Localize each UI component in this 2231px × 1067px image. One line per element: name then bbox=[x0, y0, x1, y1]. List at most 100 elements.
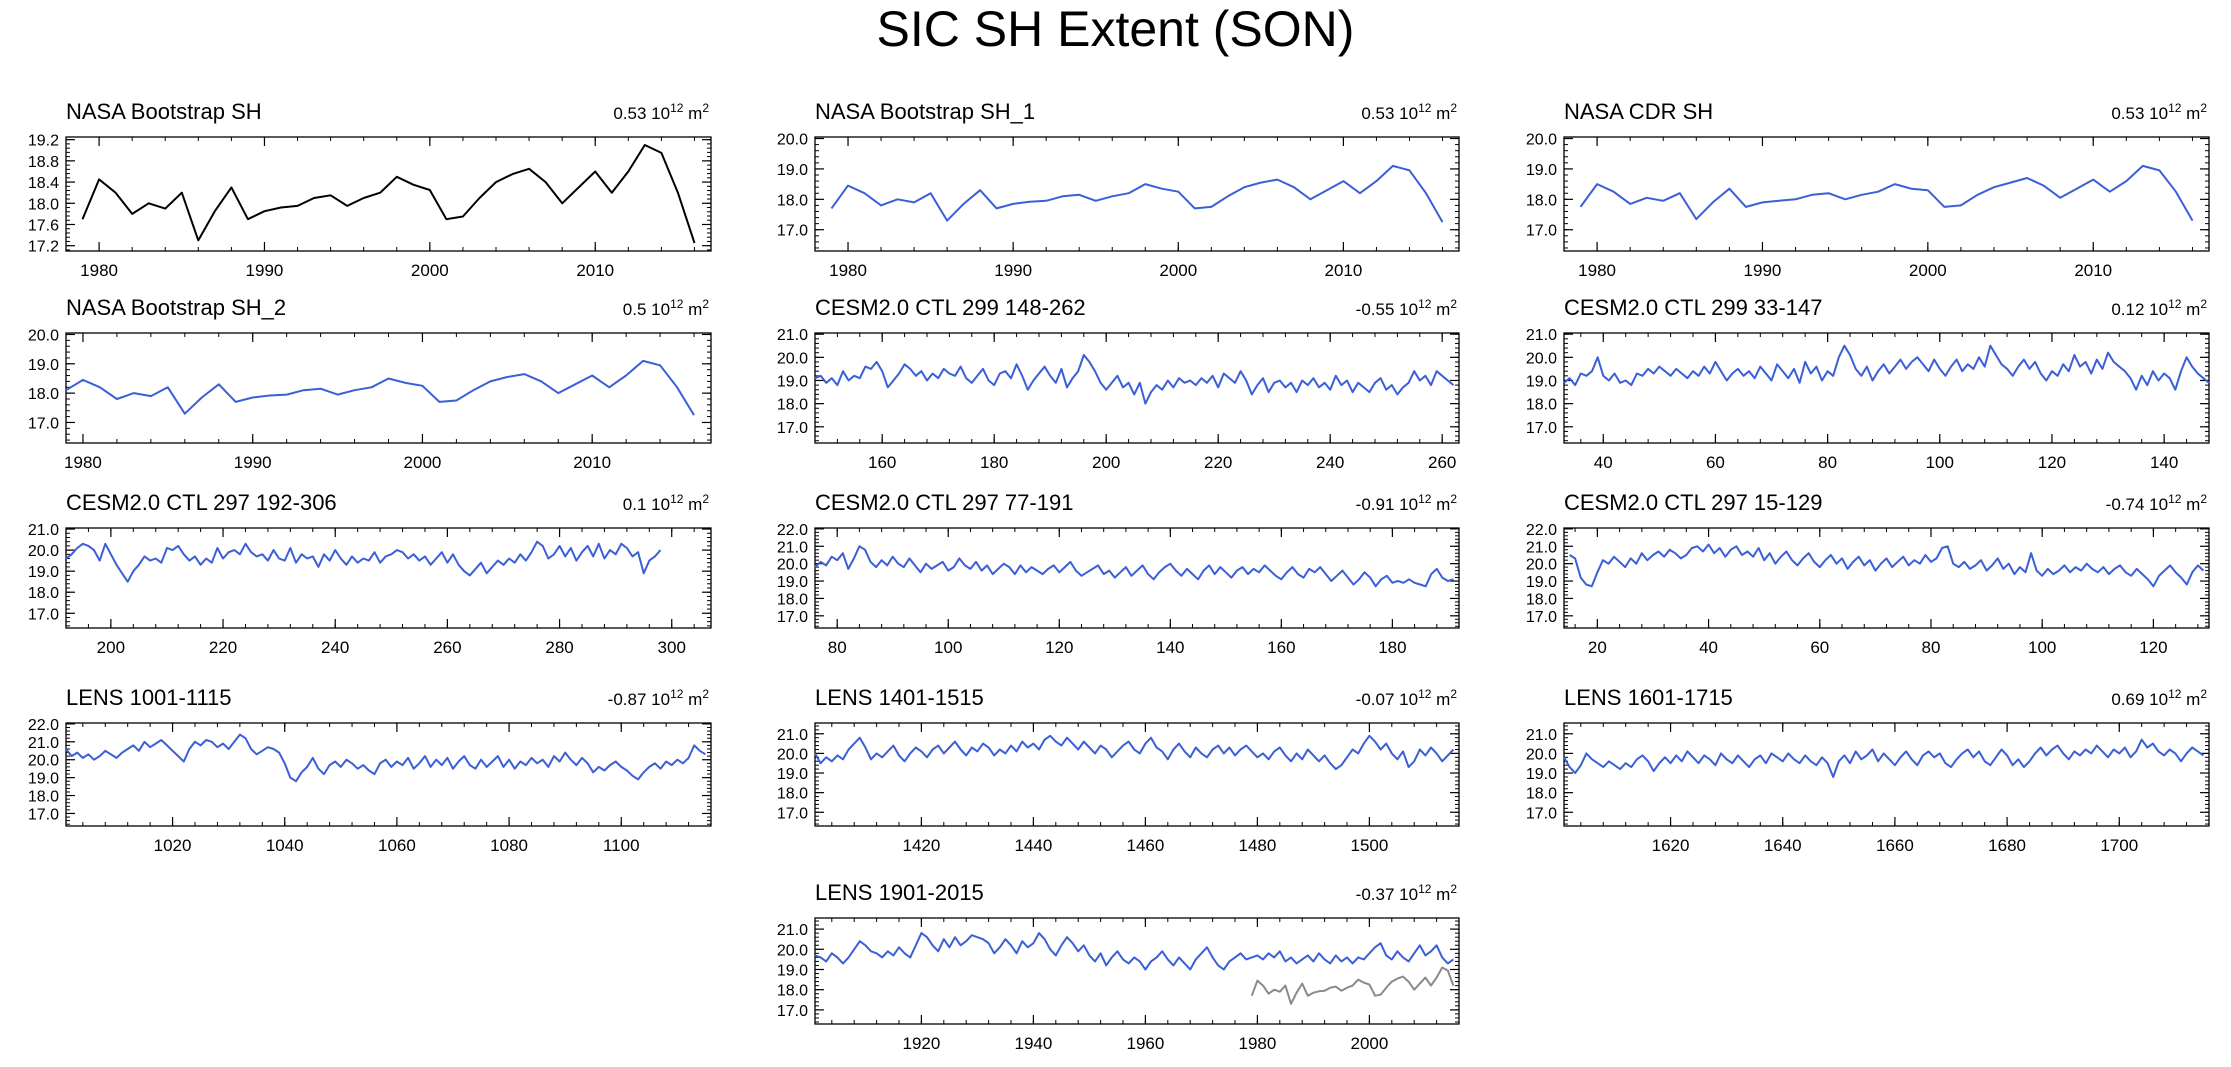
series-line-1 bbox=[65, 733, 706, 783]
x-tick-label: 1440 bbox=[1014, 836, 1052, 855]
y-tick-label: 19.2 bbox=[28, 133, 59, 150]
x-tick-label: 160 bbox=[868, 453, 896, 472]
plot-frame bbox=[814, 527, 1460, 629]
y-tick-label: 17.2 bbox=[28, 239, 59, 256]
panel-1: NASA Bootstrap SH 0.53 1012 m2 17.2 17.6 18.… bbox=[28, 99, 712, 280]
y-tick-label: 20.0 bbox=[1526, 746, 1557, 763]
plot-frame bbox=[814, 332, 1460, 444]
y-tick-label: 20.0 bbox=[1526, 350, 1557, 367]
x-tick-label: 280 bbox=[545, 638, 573, 657]
y-tick-label: 19.0 bbox=[777, 574, 808, 591]
x-tick-label: 100 bbox=[2028, 638, 2056, 657]
panel-6: CESM2.0 CTL 299 33-147 0.12 1012 m2 17.0 18… bbox=[1526, 295, 2210, 472]
x-tick-label: 1460 bbox=[1126, 836, 1164, 855]
y-tick-label: 17.0 bbox=[777, 420, 808, 437]
panel-title: NASA Bootstrap SH bbox=[66, 99, 262, 124]
y-tick-label: 17.0 bbox=[1526, 223, 1557, 240]
trend-label: -0.55 1012 m2 bbox=[1356, 297, 1458, 319]
series-line-1 bbox=[1563, 738, 2204, 778]
y-tick-label: 20.0 bbox=[1526, 557, 1557, 574]
y-tick-label: 17.0 bbox=[1526, 609, 1557, 626]
panel-8: CESM2.0 CTL 297 77-191 -0.91 1012 m217.01… bbox=[777, 490, 1460, 657]
panel-13: LENS 1901-2015 -0.37 1012 m2 17.0 18.0 19.0 2… bbox=[777, 880, 1460, 1053]
plot-frame bbox=[814, 722, 1460, 827]
y-tick-label: 17.0 bbox=[1526, 805, 1557, 822]
trend-label: -0.37 1012 m2 bbox=[1356, 882, 1458, 904]
x-tick-label: 1040 bbox=[266, 836, 304, 855]
x-tick-label: 140 bbox=[2150, 453, 2178, 472]
x-tick-label: 120 bbox=[2139, 638, 2167, 657]
y-tick-label: 18.0 bbox=[777, 786, 808, 803]
x-tick-label: 1020 bbox=[154, 836, 192, 855]
series-line-1 bbox=[1569, 543, 2205, 588]
panel-title: NASA Bootstrap SH_2 bbox=[66, 295, 286, 320]
x-tick-label: 1980 bbox=[64, 453, 102, 472]
y-tick-label: 20.0 bbox=[777, 132, 808, 149]
y-tick-label: 20.0 bbox=[28, 543, 59, 560]
x-tick-label: 220 bbox=[1204, 453, 1232, 472]
y-tick-label: 20.0 bbox=[777, 557, 808, 574]
y-tick-label: 19.0 bbox=[777, 962, 808, 979]
series-line-1 bbox=[814, 734, 1455, 771]
x-tick-label: 1920 bbox=[902, 1034, 940, 1053]
x-tick-label: 220 bbox=[209, 638, 237, 657]
y-tick-label: 17.0 bbox=[28, 606, 59, 623]
y-tick-label: 21.0 bbox=[1526, 727, 1557, 744]
x-tick-label: 1980 bbox=[80, 261, 118, 280]
x-tick-label: 1100 bbox=[603, 836, 640, 855]
x-tick-label: 140 bbox=[1156, 638, 1184, 657]
y-tick-label: 19.0 bbox=[777, 766, 808, 783]
y-tick-label: 19.0 bbox=[1526, 574, 1557, 591]
x-tick-label: 260 bbox=[1428, 453, 1456, 472]
x-tick-label: 1960 bbox=[1126, 1034, 1164, 1053]
panel-title: NASA Bootstrap SH_1 bbox=[815, 99, 1035, 124]
panel-title: LENS 1601-1715 bbox=[1564, 685, 1733, 710]
y-tick-label: 20.0 bbox=[28, 753, 59, 770]
panel-title: LENS 1901-2015 bbox=[815, 880, 984, 905]
y-tick-label: 17.0 bbox=[777, 609, 808, 626]
x-tick-label: 260 bbox=[433, 638, 461, 657]
x-tick-label: 1500 bbox=[1350, 836, 1388, 855]
y-tick-label: 18.0 bbox=[28, 789, 59, 806]
y-tick-label: 18.4 bbox=[28, 175, 59, 192]
y-tick-label: 21.0 bbox=[1526, 539, 1557, 556]
x-tick-label: 2000 bbox=[411, 261, 449, 280]
panel-9: CESM2.0 CTL 297 15-129 -0.74 1012 m217.01… bbox=[1526, 490, 2210, 657]
panel-4: NASA Bootstrap SH_2 0.5 1012 m2 17.0 18.0 19… bbox=[28, 295, 712, 472]
panel-5: CESM2.0 CTL 299 148-262 -0.55 1012 m2 17.0… bbox=[777, 295, 1460, 472]
x-tick-label: 1700 bbox=[2100, 836, 2138, 855]
trend-label: 0.53 1012 m2 bbox=[1361, 101, 1457, 123]
x-tick-label: 60 bbox=[1706, 453, 1725, 472]
plot-frame bbox=[814, 917, 1460, 1025]
x-tick-label: 100 bbox=[1926, 453, 1954, 472]
x-tick-label: 40 bbox=[1699, 638, 1718, 657]
x-tick-label: 1680 bbox=[1988, 836, 2026, 855]
y-tick-label: 18.0 bbox=[1526, 397, 1557, 414]
y-tick-label: 20.0 bbox=[777, 350, 808, 367]
y-tick-label: 19.0 bbox=[777, 373, 808, 390]
y-tick-label: 18.0 bbox=[1526, 192, 1557, 209]
x-tick-label: 1480 bbox=[1238, 836, 1276, 855]
x-tick-label: 20 bbox=[1588, 638, 1607, 657]
x-tick-label: 1620 bbox=[1652, 836, 1690, 855]
y-tick-label: 17.6 bbox=[28, 217, 59, 234]
y-tick-label: 17.0 bbox=[28, 415, 59, 432]
x-tick-label: 120 bbox=[1045, 638, 1073, 657]
y-tick-label: 19.0 bbox=[1526, 766, 1557, 783]
y-tick-label: 19.0 bbox=[1526, 162, 1557, 179]
y-tick-label: 21.0 bbox=[1526, 327, 1557, 344]
x-tick-label: 160 bbox=[1267, 638, 1295, 657]
panel-title: CESM2.0 CTL 297 192-306 bbox=[66, 490, 337, 515]
x-tick-label: 100 bbox=[934, 638, 962, 657]
trend-label: 0.69 1012 m2 bbox=[2111, 687, 2207, 709]
x-tick-label: 120 bbox=[2038, 453, 2066, 472]
y-tick-label: 17.0 bbox=[1526, 420, 1557, 437]
y-tick-label: 20.0 bbox=[777, 746, 808, 763]
y-tick-label: 20.0 bbox=[28, 327, 59, 344]
y-tick-label: 21.0 bbox=[28, 522, 59, 539]
y-tick-label: 18.0 bbox=[28, 196, 59, 213]
y-tick-label: 18.0 bbox=[777, 397, 808, 414]
x-tick-label: 300 bbox=[658, 638, 686, 657]
panel-title: CESM2.0 CTL 297 15-129 bbox=[1564, 490, 1822, 515]
x-tick-label: 2010 bbox=[573, 453, 611, 472]
